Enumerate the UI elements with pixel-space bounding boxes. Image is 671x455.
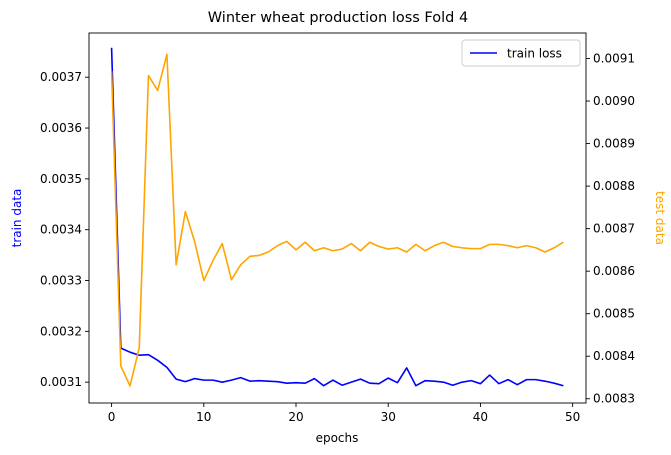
right-tick-label: 0.0084: [593, 349, 635, 363]
x-tick-label: 50: [565, 410, 580, 424]
x-axis-label: epochs: [316, 431, 359, 445]
left-tick-label: 0.0035: [40, 172, 82, 186]
right-axis-ticks: 0.0083 0.0084 0.0085 0.0086 0.0087 0.0088 0.00…: [586, 52, 635, 406]
x-tick-label: 0: [108, 410, 116, 424]
right-tick-label: 0.0089: [593, 137, 635, 151]
right-tick-label: 0.0086: [593, 264, 635, 278]
right-tick-label: 0.0083: [593, 392, 635, 406]
chart-title: Winter wheat production loss Fold 4: [208, 10, 468, 26]
left-tick-label: 0.0037: [40, 70, 82, 84]
right-tick-label: 0.0091: [593, 52, 635, 66]
legend: train loss: [461, 39, 581, 67]
right-axis-label: test data: [653, 191, 667, 245]
train-series-line: [110, 47, 564, 387]
right-tick-label: 0.0087: [593, 222, 635, 236]
legend-box: [461, 39, 581, 67]
x-tick-label: 10: [196, 410, 211, 424]
x-tick-label: 40: [473, 410, 488, 424]
left-axis-ticks: 0.0031 0.0032 0.0033 0.0034 0.0035 0.0036 0.00…: [40, 70, 89, 389]
right-tick-label: 0.0088: [593, 179, 635, 193]
right-tick-label: 0.0090: [593, 94, 635, 108]
test-series-line: [110, 53, 564, 387]
right-tick-label: 0.0085: [593, 307, 635, 321]
left-tick-label: 0.0034: [40, 223, 82, 237]
x-tick-label: 30: [381, 410, 396, 424]
x-axis-ticks: 0 10 20 30 40 50: [108, 403, 580, 424]
x-tick-label: 20: [288, 410, 303, 424]
left-tick-label: 0.0031: [40, 375, 82, 389]
legend-train-label: train loss: [507, 47, 562, 61]
left-tick-label: 0.0033: [40, 274, 82, 288]
left-tick-label: 0.0032: [40, 324, 82, 338]
plot-frame: [88, 32, 587, 404]
series-layer: [110, 47, 564, 387]
left-tick-label: 0.0036: [40, 121, 82, 135]
left-axis-label: train data: [10, 189, 24, 248]
